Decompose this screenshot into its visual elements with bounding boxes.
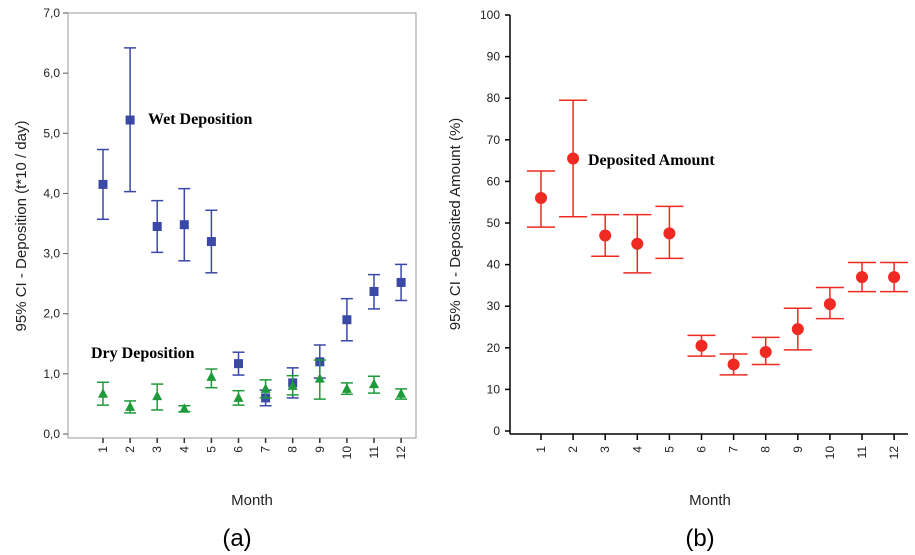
deposited-mean-point (631, 237, 644, 250)
dry-mean-point (287, 380, 298, 390)
panel-a-y-tick-label: 1,0 (43, 367, 60, 381)
panel-a-y-tick-label: 3,0 (43, 247, 60, 261)
panel-a-x-tick-label: 5 (204, 446, 218, 453)
panel-b-x-tick-label: 1 (534, 446, 548, 453)
panel-a-x-tick-label: 8 (286, 446, 300, 453)
panel-a-x-tick-label: 12 (394, 446, 408, 460)
panel-b-y-ticks: 0 10 20 30 40 50 60 70 80 90 100 (480, 8, 510, 438)
dry-mean-point (314, 373, 325, 383)
panel-b-x-tick-label: 10 (823, 446, 837, 460)
panel-a-x-tick-label: 10 (340, 446, 354, 460)
panel-a-x-tick-label: 6 (232, 446, 246, 453)
dry-mean-point (206, 371, 217, 381)
panel-a-y-tick-label: 6,0 (43, 66, 60, 80)
wet-deposition-annotation: Wet Deposition (148, 111, 253, 128)
panel-a-y-tick-label: 5,0 (43, 126, 60, 140)
deposited-mean-point (856, 271, 868, 284)
panel-b-x-tick-label: 3 (598, 446, 612, 453)
deposited-mean-point (535, 192, 547, 205)
panel-b-y-tick-label: 60 (487, 174, 501, 188)
panel-b-ylabel: 95% CI - Deposited Amount (%) (447, 118, 464, 331)
panel-a-marks (97, 47, 408, 414)
panel-a-chart: 0,01,02,03,04,05,06,07,0 1 2 3 4 5 6 7 8 9 10 11 12… (13, 6, 417, 552)
panel-b-y-tick-label: 40 (487, 258, 501, 272)
panel-b-x-ticks: 1 2 3 4 5 6 7 8 9 10 11 12 (534, 434, 901, 459)
panel-b-xlabel: Month (689, 492, 731, 509)
panel-a-x-ticks: 1 2 3 4 5 6 7 8 9 10 11 12 (96, 438, 408, 459)
wet-mean-point (234, 359, 243, 369)
panel-a-x-tick-label: 3 (150, 446, 164, 453)
deposited-amount-annotation: Deposited Amount (588, 152, 715, 169)
dry-mean-point (233, 392, 244, 402)
panel-b-y-tick-label: 70 (487, 133, 501, 147)
dry-mean-point (396, 388, 407, 398)
deposited-mean-point (888, 271, 901, 284)
panel-b-x-tick-label: 12 (887, 446, 901, 460)
wet-mean-point (342, 315, 352, 325)
panel-a-x-tick-label: 2 (123, 446, 137, 453)
panel-b-x-tick-label: 4 (630, 446, 644, 453)
wet-mean-point (369, 286, 379, 296)
wet-mean-point (396, 277, 406, 287)
panel-b-x-tick-label: 2 (566, 446, 580, 453)
panel-a-y-tick-label: 7,0 (43, 6, 60, 20)
panel-a-x-tick-label: 9 (313, 446, 327, 453)
dry-mean-point (152, 390, 163, 401)
panel-a-y-tick-label: 4,0 (43, 186, 60, 200)
deposited-mean-point (791, 323, 804, 336)
deposited-mean-point (695, 339, 708, 352)
panel-b-x-tick-label: 11 (855, 446, 869, 459)
panel-b-y-tick-label: 20 (487, 341, 501, 355)
deposited-mean-point (567, 152, 580, 165)
panel-a-y-tick-label: 2,0 (43, 307, 60, 321)
panel-b-x-tick-label: 8 (759, 446, 773, 453)
panel-a-xlabel: Month (231, 492, 273, 509)
panel-a-plot-border (67, 12, 417, 439)
dry-mean-point (98, 388, 108, 398)
wet-mean-point (98, 179, 108, 189)
wet-mean-point (125, 115, 135, 125)
panel-b-x-tick-label: 5 (662, 446, 676, 453)
panel-a-ylabel: 95% CI - Deposition (t*10 / day) (13, 121, 30, 332)
panel-b-y-tick-label: 80 (487, 91, 501, 105)
dry-mean-point (260, 383, 271, 393)
panel-a-x-tick-label: 11 (367, 446, 381, 459)
dry-mean-point (125, 401, 136, 411)
deposited-mean-point (823, 298, 836, 311)
panel-a-x-tick-label: 7 (259, 446, 273, 453)
wet-mean-point (179, 220, 189, 230)
panel-b-y-tick-label: 0 (493, 424, 500, 438)
panel-a-label: (a) (222, 525, 251, 552)
panel-b-label: (b) (685, 525, 714, 552)
dry-deposition-annotation: Dry Deposition (91, 345, 195, 362)
panel-b-y-tick-label: 50 (487, 216, 501, 230)
panel-b-x-tick-label: 6 (695, 446, 709, 453)
deposited-mean-point (759, 345, 772, 358)
panel-a-x-tick-label: 4 (177, 446, 191, 453)
panel-b-x-tick-label: 9 (791, 446, 805, 453)
panel-a-y-tick-label: 0,0 (43, 427, 60, 441)
wet-mean-point (206, 237, 216, 247)
panel-b-y-tick-label: 30 (487, 299, 501, 313)
panel-b-y-tick-label: 10 (487, 382, 501, 396)
wet-mean-point (152, 222, 162, 232)
panel-a-x-tick-label: 1 (96, 446, 110, 453)
deposited-mean-point (663, 227, 676, 240)
panel-a-y-ticks: 0,0 1,0 2,0 3,0 4,0 5,0 6,0 7,0 (43, 6, 68, 441)
deposited-mean-point (727, 358, 740, 371)
panel-b-x-tick-label: 7 (727, 446, 741, 453)
dry-mean-point (341, 383, 352, 393)
panel-b-marks (527, 99, 909, 376)
dry-mean-point (369, 378, 379, 389)
panel-b-y-tick-label: 90 (487, 50, 501, 64)
deposited-mean-point (599, 229, 612, 242)
panel-b-y-tick-label: 100 (480, 8, 500, 22)
dry-mean-point (179, 403, 190, 413)
